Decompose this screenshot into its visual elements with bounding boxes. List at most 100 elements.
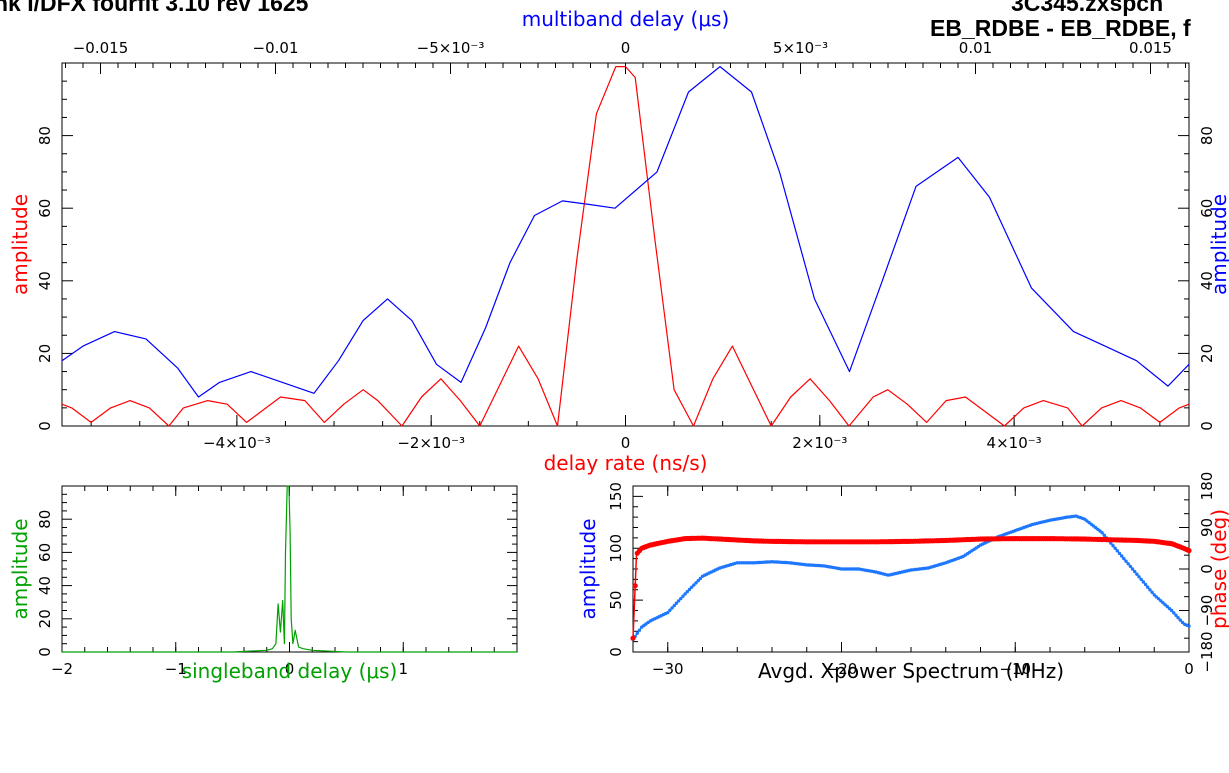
- amplitude-point: [1135, 572, 1139, 576]
- top-xlabel: delay rate (ns/s): [544, 451, 708, 475]
- phase-point: [1186, 548, 1192, 554]
- phase-point: [632, 583, 638, 589]
- top-y2tick-label: 60: [1198, 199, 1216, 218]
- phase-series-line: [632, 537, 1190, 639]
- header-left: nk I/DFX fourfit 3.10 rev 1625: [0, 0, 309, 16]
- amplitude-point: [1128, 564, 1133, 569]
- sp-y2tick-label: 180: [1198, 472, 1216, 501]
- amplitude-point: [1165, 604, 1170, 609]
- amplitude-point: [1115, 549, 1120, 553]
- amplitude-point: [1113, 546, 1117, 550]
- amplitude-point: [1109, 541, 1113, 545]
- amplitude-point: [1169, 608, 1174, 613]
- amplitude-point: [683, 592, 687, 596]
- top-x2tick-label: 0: [621, 39, 631, 57]
- top-ytick-label: 0: [36, 421, 54, 431]
- amplitude-point: [1120, 554, 1124, 558]
- sb-ytick-label: 60: [36, 543, 54, 562]
- amplitude-point: [635, 631, 639, 635]
- header-right-line1: 3C345.zxspcn: [1011, 0, 1164, 16]
- amplitude-point: [679, 596, 683, 601]
- top-ytick-label: 60: [36, 199, 54, 218]
- amplitude-point: [698, 576, 702, 581]
- sp-xlabel: Avgd. Xpower Spectrum (MHz): [758, 659, 1064, 683]
- amplitude-point: [1143, 582, 1148, 587]
- sp-ytick-label: 100: [607, 534, 625, 563]
- sp-ylabel: amplitude: [576, 518, 600, 619]
- sp-y2label: phase (deg): [1207, 509, 1229, 629]
- amplitude-point: [674, 601, 679, 605]
- top-xtick-label: −2×10⁻³: [397, 434, 465, 452]
- amplitude-point: [1137, 575, 1141, 579]
- spectrum-panel: −30 −20 −10 0 0 50 100 150 −180 −90 0 90 180 Avgd. Xp…: [576, 472, 1229, 683]
- amplitude-point: [1117, 551, 1122, 556]
- amplitude-point: [694, 581, 698, 585]
- top-y2tick-label: 80: [1198, 126, 1216, 145]
- top-x2tick-label: −0.01: [253, 39, 299, 57]
- amplitude-point: [1154, 595, 1159, 599]
- sp-xtick-label: 0: [1184, 660, 1194, 678]
- amplitude-point: [1124, 559, 1128, 563]
- amplitude-point: [666, 610, 670, 615]
- sp-y2tick-label: 0: [1198, 564, 1216, 574]
- amplitude-point: [1187, 624, 1191, 628]
- sb-ytick-label: 0: [36, 647, 54, 657]
- top-xtick-label: 2×10⁻³: [792, 434, 847, 452]
- top-x2label: multiband delay (μs): [522, 7, 730, 31]
- amplitude-point: [1133, 569, 1137, 574]
- top-panel: −4×10⁻³ −2×10⁻³ 0 2×10⁻³ 4×10⁻³ delay rate (n…: [8, 7, 1229, 475]
- amplitude-point: [681, 594, 685, 598]
- top-xtick-label: 4×10⁻³: [987, 434, 1042, 452]
- sp-xtick-label: −10: [999, 660, 1031, 678]
- amplitude-point: [692, 583, 696, 587]
- amplitude-point: [670, 606, 674, 610]
- sb-ytick-label: 80: [36, 510, 54, 529]
- amplitude-point: [1163, 603, 1167, 607]
- sp-xtick-label: −30: [652, 660, 684, 678]
- amplitude-point: [1150, 590, 1154, 594]
- sp-ytick-label: 150: [607, 482, 625, 511]
- amplitude-point: [1172, 611, 1176, 615]
- phase-point: [630, 635, 636, 641]
- top-x2tick-label: 5×10⁻³: [773, 39, 828, 57]
- top-xtick-label: −4×10⁻³: [203, 434, 271, 452]
- top-x2tick-label: 0.015: [1129, 39, 1172, 57]
- amplitude-point: [1141, 580, 1146, 584]
- top-ytick-label: 20: [36, 344, 54, 363]
- sb-xlabel: singleband delay (μs): [182, 659, 398, 683]
- amplitude-point: [1139, 577, 1143, 582]
- amplitude-point: [1178, 618, 1183, 622]
- amplitude-point: [689, 585, 694, 589]
- sb-ytick-label: 20: [36, 609, 54, 628]
- amplitude-point: [672, 603, 676, 608]
- sb-ylabel: amplitude: [8, 518, 32, 619]
- top-x2tick-label: −5×10⁻³: [417, 39, 485, 57]
- sp-ytick-label: 0: [607, 647, 625, 657]
- amplitude-point: [1126, 562, 1130, 566]
- amplitude-point: [1174, 613, 1178, 617]
- sb-xtick-label: −1: [165, 660, 187, 678]
- top-ytick-label: 80: [36, 126, 54, 145]
- top-ylabel: amplitude: [8, 194, 32, 295]
- top-ytick-label: 40: [36, 271, 54, 290]
- multiband-delay-series: [61, 65, 1190, 398]
- top-frame: [61, 62, 1190, 427]
- top-y2label: amplitude: [1207, 194, 1229, 295]
- amplitude-point: [668, 608, 672, 612]
- amplitude-point: [1100, 531, 1104, 535]
- amplitude-point: [1161, 601, 1165, 605]
- top-xtick-label: 0: [621, 434, 631, 452]
- amplitude-point: [637, 628, 642, 632]
- sb-xtick-label: 0: [285, 660, 295, 678]
- singleband-delay-series: [62, 485, 517, 653]
- amplitude-point: [1176, 616, 1180, 620]
- sp-y2tick-label: −180: [1198, 631, 1216, 672]
- amplitude-point: [696, 579, 700, 583]
- sp-xtick-label: −20: [826, 660, 858, 678]
- amplitude-point: [676, 599, 681, 603]
- sp-y2tick-label: 90: [1198, 518, 1216, 537]
- amplitude-point: [1148, 588, 1152, 592]
- top-x2tick-label: 0.01: [959, 39, 992, 57]
